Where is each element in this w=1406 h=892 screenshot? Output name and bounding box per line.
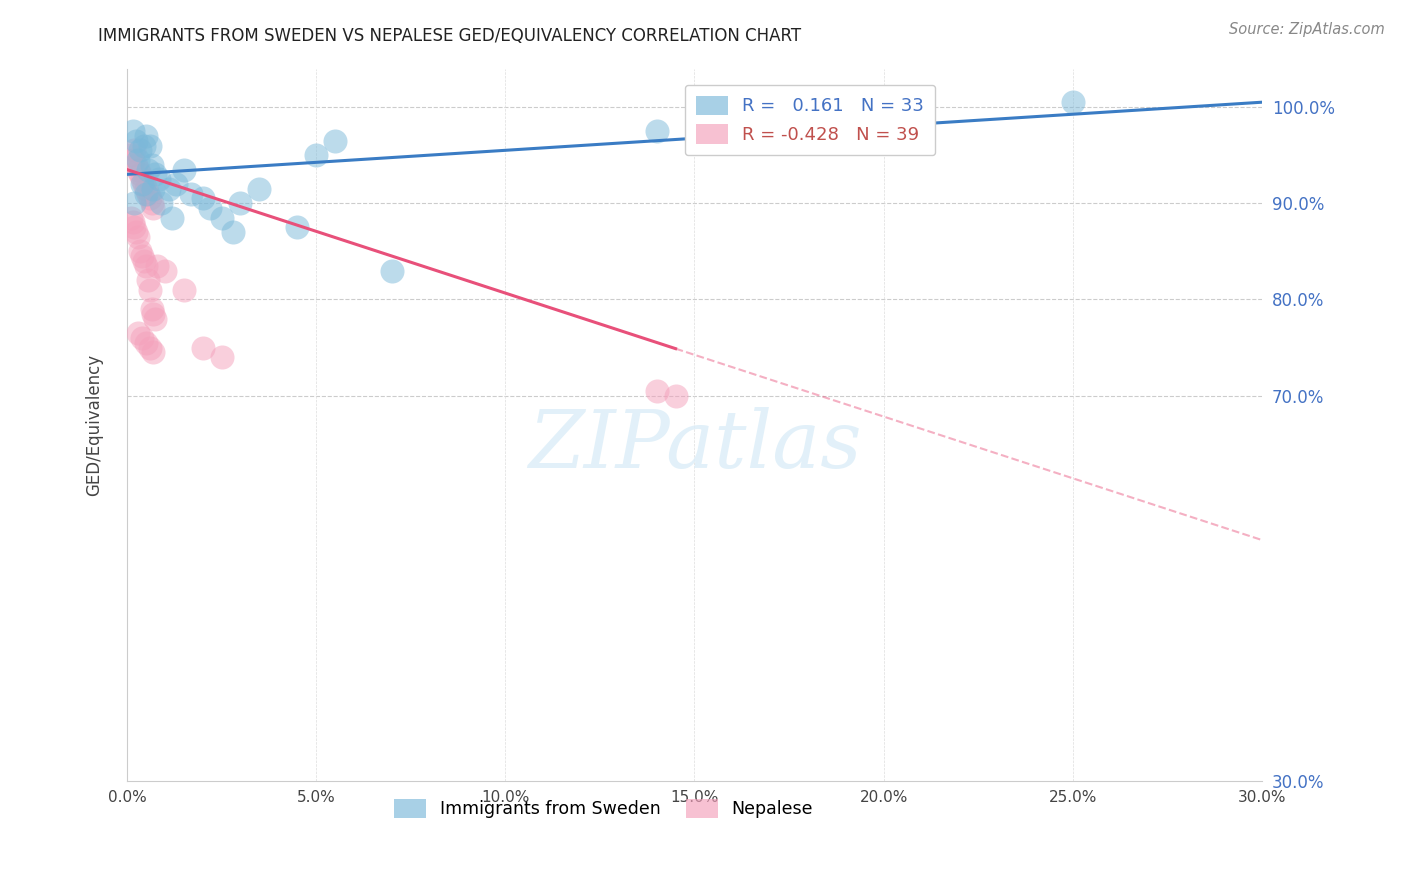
Point bbox=[132, 177, 155, 191]
Point bbox=[125, 134, 148, 148]
Point bbox=[229, 196, 252, 211]
Point bbox=[173, 162, 195, 177]
Point bbox=[222, 225, 245, 239]
Point bbox=[1062, 95, 1084, 110]
Point bbox=[121, 215, 143, 229]
Point bbox=[121, 124, 143, 138]
Point bbox=[131, 177, 153, 191]
Point bbox=[191, 191, 214, 205]
Point bbox=[124, 144, 146, 158]
Point bbox=[142, 307, 165, 321]
Point bbox=[138, 341, 160, 355]
Point bbox=[136, 186, 159, 201]
Point bbox=[645, 384, 668, 398]
Point bbox=[149, 196, 172, 211]
Point bbox=[138, 138, 160, 153]
Point bbox=[125, 158, 148, 172]
Point bbox=[129, 167, 152, 181]
Point bbox=[136, 273, 159, 287]
Point bbox=[135, 128, 157, 143]
Point bbox=[135, 186, 157, 201]
Point bbox=[305, 148, 328, 162]
Point bbox=[124, 196, 146, 211]
Point bbox=[121, 153, 143, 167]
Point bbox=[131, 249, 153, 263]
Point bbox=[165, 177, 187, 191]
Point bbox=[135, 259, 157, 273]
Point bbox=[211, 350, 233, 364]
Text: ZIPatlas: ZIPatlas bbox=[527, 407, 862, 484]
Point bbox=[141, 196, 163, 211]
Point bbox=[141, 158, 163, 172]
Y-axis label: GED/Equivalency: GED/Equivalency bbox=[86, 353, 103, 496]
Point bbox=[142, 345, 165, 359]
Point bbox=[132, 254, 155, 268]
Point bbox=[191, 341, 214, 355]
Point bbox=[148, 172, 170, 186]
Text: IMMIGRANTS FROM SWEDEN VS NEPALESE GED/EQUIVALENCY CORRELATION CHART: IMMIGRANTS FROM SWEDEN VS NEPALESE GED/E… bbox=[98, 27, 801, 45]
Point bbox=[120, 148, 142, 162]
Point bbox=[131, 172, 153, 186]
Point bbox=[142, 182, 165, 196]
Point bbox=[198, 201, 221, 215]
Point bbox=[162, 211, 184, 225]
Point bbox=[157, 182, 180, 196]
Point bbox=[211, 211, 233, 225]
Point bbox=[143, 311, 166, 326]
Point bbox=[173, 283, 195, 297]
Point bbox=[180, 186, 202, 201]
Point bbox=[645, 124, 668, 138]
Point bbox=[247, 182, 270, 196]
Point bbox=[285, 220, 308, 235]
Point bbox=[127, 230, 149, 244]
Point bbox=[125, 225, 148, 239]
Point bbox=[127, 162, 149, 177]
Point bbox=[138, 191, 160, 205]
Point bbox=[381, 263, 404, 277]
Point bbox=[138, 283, 160, 297]
Point bbox=[153, 263, 176, 277]
Point bbox=[129, 144, 152, 158]
Point bbox=[135, 335, 157, 350]
Point bbox=[131, 331, 153, 345]
Legend: Immigrants from Sweden, Nepalese: Immigrants from Sweden, Nepalese bbox=[388, 792, 820, 825]
Point bbox=[132, 138, 155, 153]
Point bbox=[142, 201, 165, 215]
Point bbox=[143, 167, 166, 181]
Point bbox=[664, 389, 686, 403]
Text: Source: ZipAtlas.com: Source: ZipAtlas.com bbox=[1229, 22, 1385, 37]
Point bbox=[124, 220, 146, 235]
Point bbox=[120, 211, 142, 225]
Point bbox=[127, 153, 149, 167]
Point bbox=[135, 182, 157, 196]
Point bbox=[136, 162, 159, 177]
Point bbox=[323, 134, 346, 148]
Point bbox=[146, 259, 169, 273]
Point bbox=[129, 244, 152, 259]
Point bbox=[127, 326, 149, 340]
Point bbox=[141, 302, 163, 317]
